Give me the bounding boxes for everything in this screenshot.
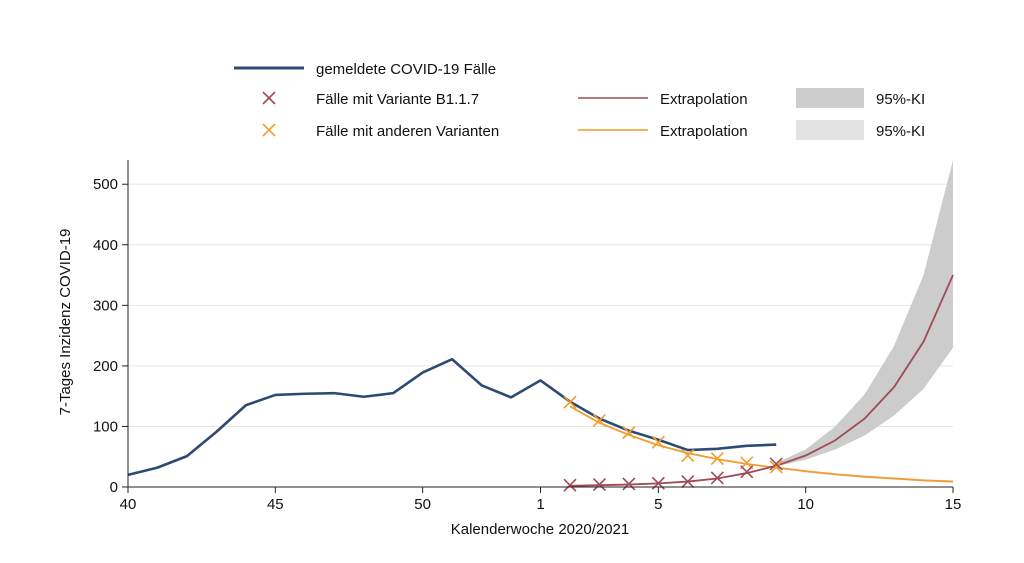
y-tick-label-200: 200 (93, 358, 118, 375)
legend-swatch-ci-b117 (796, 88, 864, 108)
legend-label-b117: Fälle mit Variante B1.1.7 (316, 91, 479, 108)
legend-swatch-ci-other (796, 120, 864, 140)
x-tick-label-10: 10 (797, 496, 814, 513)
x-tick-label-40: 40 (120, 496, 137, 513)
y-tick-label-500: 500 (93, 176, 118, 193)
x-tick-label-1: 1 (536, 496, 544, 513)
legend-label-reported: gemeldete COVID-19 Fälle (316, 61, 496, 78)
ci-band-b117 (776, 160, 953, 467)
marker-other-57 (622, 425, 636, 440)
legend-label-ci-other: 95%-KI (876, 123, 925, 140)
extrapolation-b117-line (569, 274, 954, 487)
marker-other-56 (592, 413, 606, 427)
x-tick-label-5: 5 (654, 496, 662, 513)
marker-b117-62 (769, 457, 783, 471)
y-tick-label-100: 100 (93, 418, 118, 435)
y-tick-label-400: 400 (93, 237, 118, 254)
marker-other-62 (769, 460, 783, 474)
reported-cases-line (127, 357, 777, 477)
marker-b117-61 (740, 465, 754, 479)
x-tick-label-50: 50 (414, 496, 431, 513)
marker-other-58 (651, 435, 665, 449)
y-tick-label-0: 0 (110, 479, 118, 496)
marker-b117-56 (592, 478, 606, 492)
series-lines (127, 274, 954, 487)
series-markers (563, 395, 783, 492)
legend-label-ci-b117: 95%-KI (876, 91, 925, 108)
legend-cross-other (262, 123, 276, 137)
legend-marker-b117 (262, 91, 276, 105)
marker-b117-57 (622, 477, 636, 491)
gridlines (128, 183, 953, 427)
x-tick-label-45: 45 (267, 496, 284, 513)
legend-label-other-extrapolation: Extrapolation (660, 123, 748, 140)
legend-cross-b117 (262, 91, 276, 105)
legend: gemeldete COVID-19 Fälle Fälle mit Varia… (234, 61, 925, 140)
marker-b117-59 (681, 474, 695, 489)
marker-other-59 (681, 448, 695, 463)
x-tick-label-15: 15 (945, 496, 962, 513)
y-tick-label-300: 300 (93, 297, 118, 314)
marker-b117-60 (710, 471, 724, 485)
confidence-bands (776, 160, 953, 483)
marker-b117-55 (563, 478, 577, 492)
marker-other-60 (710, 451, 724, 466)
marker-other-55 (563, 395, 577, 409)
legend-marker-other (262, 123, 276, 137)
legend-label-other: Fälle mit anderen Varianten (316, 123, 499, 140)
y-axis-title: 7-Tages Inzidenz COVID-19 (57, 229, 74, 416)
legend-label-b117-extrapolation: Extrapolation (660, 91, 748, 108)
x-axis-title: Kalenderwoche 2020/2021 (451, 521, 629, 538)
